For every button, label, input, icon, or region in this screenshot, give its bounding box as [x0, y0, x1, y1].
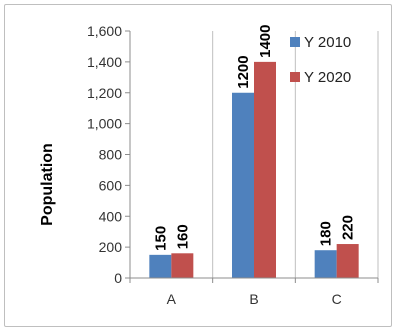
data-label: 1200 [235, 55, 252, 88]
bar [171, 253, 194, 278]
x-axis [129, 277, 379, 283]
data-label: 1400 [257, 25, 274, 58]
data-label: 150 [152, 226, 169, 251]
legend-swatch [290, 37, 300, 47]
legend-label: Y 2020 [304, 69, 351, 86]
y-tick-label: 400 [99, 208, 123, 224]
y-tick-labels: 0 200 400 600 800 1,000 1,200 1,400 1,600 [87, 23, 130, 286]
y-axis-label: Population [39, 143, 56, 226]
bar [254, 61, 276, 278]
legend: Y 2010 Y 2020 [290, 34, 351, 86]
x-tick-label: B [249, 291, 258, 307]
legend-label: Y 2010 [304, 34, 351, 51]
y-tick-label: 800 [99, 147, 123, 163]
bar [149, 254, 172, 278]
x-tick-label: A [167, 291, 177, 307]
y-tick-label: 1,000 [87, 116, 122, 132]
y-tick-label: 0 [114, 270, 122, 286]
y-tick-label: 1,400 [87, 54, 122, 70]
x-tick-labels: A B C [167, 291, 342, 307]
bar [232, 92, 254, 278]
y-tick-label: 600 [99, 177, 123, 193]
data-label: 180 [318, 221, 335, 246]
data-label: 220 [340, 215, 357, 240]
bar [314, 250, 337, 278]
y-tick-label: 200 [99, 239, 123, 255]
data-labels: 150 160 1200 1400 180 220 [152, 25, 356, 251]
bar [336, 244, 359, 278]
legend-swatch [290, 72, 300, 82]
y-tick-label: 1,600 [87, 23, 122, 39]
y-tick-label: 1,200 [87, 85, 122, 101]
bars [149, 61, 359, 278]
x-tick-label: C [332, 291, 342, 307]
data-label: 160 [174, 224, 191, 249]
